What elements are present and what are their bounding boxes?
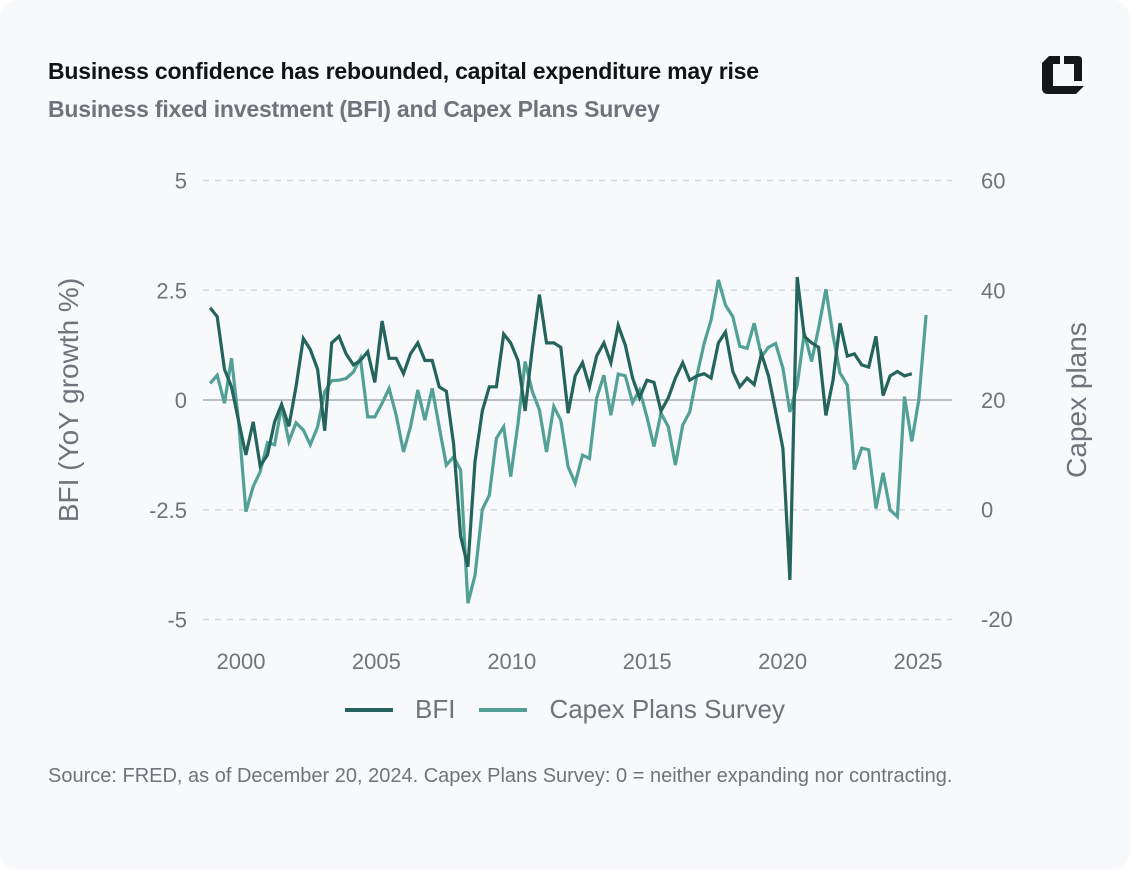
y-tick-left: 2.5 xyxy=(156,278,187,303)
brand-logo-icon xyxy=(1042,56,1084,94)
y-tick-right: -20 xyxy=(981,607,1013,632)
legend-swatch-bfi xyxy=(344,707,393,712)
y-tick-left: 5 xyxy=(175,169,187,194)
x-tick: 2020 xyxy=(758,649,807,674)
legend-item-capex[interactable]: Capex Plans Survey xyxy=(479,694,785,725)
legend-label-bfi: BFI xyxy=(414,694,456,724)
y-axis-title-left: BFI (YoY growth %) xyxy=(53,278,84,522)
series-line-capex xyxy=(208,279,928,604)
x-tick: 2015 xyxy=(623,649,672,674)
y-tick-left: -5 xyxy=(167,608,187,633)
series-line-bfi xyxy=(208,276,913,581)
legend: BFI Capex Plans Survey xyxy=(0,694,1130,725)
x-tick: 2010 xyxy=(487,649,536,674)
y-tick-right: 60 xyxy=(981,169,1005,194)
y-tick-right: 20 xyxy=(981,388,1005,413)
y-tick-left: 0 xyxy=(175,388,187,413)
x-tick: 2005 xyxy=(352,649,401,674)
x-tick: 2025 xyxy=(894,649,943,674)
y-axis-title-right: Capex plans xyxy=(1061,322,1092,478)
chart-subtitle: Business fixed investment (BFI) and Cape… xyxy=(48,96,660,122)
x-tick: 2000 xyxy=(217,649,266,674)
source-footnote: Source: FRED, as of December 20, 2024. C… xyxy=(48,765,953,787)
legend-swatch-capex xyxy=(479,707,528,712)
y-tick-left: -2.5 xyxy=(149,498,187,523)
chart-title: Business confidence has rebounded, capit… xyxy=(48,58,759,84)
y-tick-right: 40 xyxy=(981,278,1005,303)
y-tick-right: 0 xyxy=(981,498,993,523)
legend-item-bfi[interactable]: BFI xyxy=(344,694,456,725)
legend-label-capex: Capex Plans Survey xyxy=(549,694,785,724)
